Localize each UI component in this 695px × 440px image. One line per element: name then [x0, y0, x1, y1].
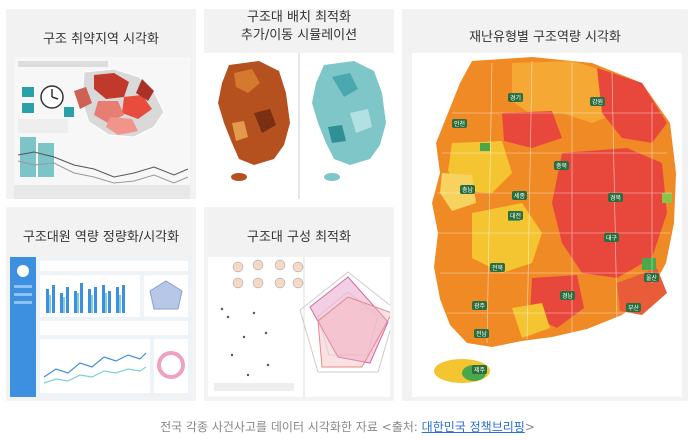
source-link[interactable]: 대한민국 정책브리핑	[421, 420, 525, 434]
card-team-composition[interactable]: 구조대 구성 최적화	[204, 207, 394, 401]
region-label-gyeongnam: 경남	[560, 291, 576, 300]
region-label-chungbuk: 충북	[554, 161, 570, 170]
disaster-map-thumbnail: 경기 강원 충북 충남 대전 경북 전북 대구 울산 경남 광주 전남 부산 제…	[412, 53, 682, 397]
region-label-jeonbuk: 전북	[490, 263, 506, 272]
card-title: 구조대 구성 최적화	[247, 230, 351, 245]
placement-thumbnail	[204, 53, 394, 199]
card-title: 구조 취약지역 시각화	[43, 32, 159, 47]
caption-suffix: >	[524, 420, 535, 434]
region-label-daejeon: 대전	[508, 211, 524, 220]
card-disaster-capacity[interactable]: 재난유형별 구조역량 시각화	[402, 9, 688, 401]
region-label-jeju: 제주	[472, 365, 488, 374]
region-label-gyeongbuk: 경북	[608, 193, 624, 202]
region-label-daegu: 대구	[604, 233, 620, 242]
region-label-gwangju: 광주	[472, 301, 488, 310]
region-label-ulsan: 울산	[644, 273, 660, 282]
seoul-district-map	[14, 57, 190, 199]
composition-thumbnail	[208, 257, 390, 397]
placement-maps	[204, 53, 394, 199]
korea-capacity-map	[412, 53, 682, 397]
card-title-line2: 추가/이동 시뮬레이션	[240, 28, 358, 43]
capacity-dashboard-thumbnail	[10, 257, 192, 397]
region-label-jeonnam: 전남	[474, 329, 490, 338]
vulnerability-thumbnail	[14, 57, 190, 199]
region-label-chungnam: 충남	[460, 185, 476, 194]
region-label-busan: 부산	[626, 303, 642, 312]
composition-radar	[208, 257, 390, 397]
image-caption: 전국 각종 사건사고를 데이터 시각화한 자료 <출처: 대한민국 정책브리핑>	[0, 418, 695, 435]
card-title: 재난유형별 구조역량 시각화	[469, 30, 621, 45]
card-title-line1: 구조대 배치 최적화	[247, 10, 351, 25]
region-label-incheon: 인천	[452, 119, 468, 128]
card-title: 구조대원 역량 정량화/시각화	[22, 230, 180, 245]
card-vulnerability[interactable]: 구조 취약지역 시각화	[6, 9, 196, 199]
card-placement[interactable]: 구조대 배치 최적화 추가/이동 시뮬레이션	[204, 9, 394, 199]
capacity-dashboard	[10, 257, 188, 397]
caption-text: 전국 각종 사건사고를 데이터 시각화한 자료 <출처:	[160, 420, 422, 434]
card-rescuer-capacity[interactable]: 구조대원 역량 정량화/시각화	[6, 207, 196, 401]
region-label-gyeonggi: 경기	[508, 93, 524, 102]
region-label-sejong: 세종	[512, 191, 528, 200]
region-label-gangwon: 강원	[590, 97, 606, 106]
